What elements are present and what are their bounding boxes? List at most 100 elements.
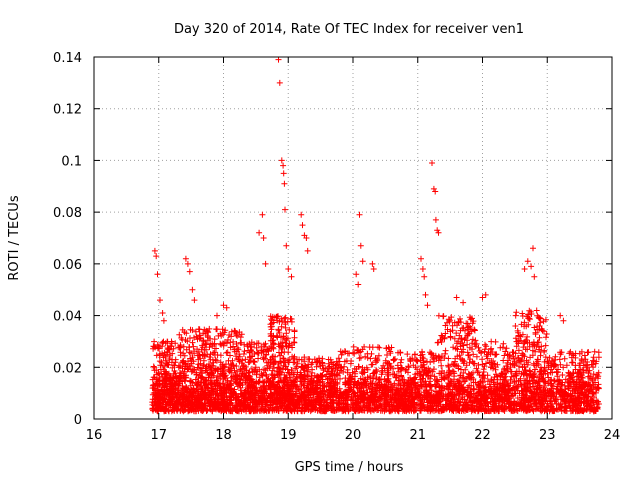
data-point — [258, 343, 265, 350]
data-point — [517, 358, 524, 365]
data-point — [273, 332, 280, 339]
data-point — [469, 407, 476, 413]
data-point — [471, 326, 478, 333]
data-point — [474, 368, 481, 375]
data-point — [455, 365, 462, 372]
data-point — [454, 346, 461, 353]
data-point — [451, 319, 458, 326]
data-point — [267, 313, 274, 320]
data-point — [274, 317, 281, 324]
data-point — [335, 355, 342, 362]
data-point — [168, 338, 175, 345]
data-point — [301, 382, 308, 389]
data-point — [522, 346, 529, 353]
data-point — [372, 394, 379, 401]
data-point — [544, 370, 551, 377]
data-point — [494, 376, 501, 383]
data-point — [466, 374, 473, 381]
data-point — [267, 395, 274, 402]
data-point — [499, 406, 506, 413]
data-point — [298, 364, 305, 371]
data-point — [527, 354, 534, 361]
data-point — [440, 313, 447, 320]
data-point — [168, 376, 175, 382]
data-point — [228, 397, 235, 404]
data-point — [188, 406, 195, 413]
data-point — [500, 383, 507, 390]
data-point — [196, 399, 203, 406]
data-point — [347, 360, 354, 367]
data-point — [195, 356, 202, 363]
data-point — [449, 407, 455, 414]
data-point — [358, 384, 365, 391]
data-point — [289, 344, 296, 351]
data-point — [353, 382, 360, 389]
data-point — [407, 392, 414, 398]
data-point — [402, 367, 409, 374]
data-point — [533, 406, 539, 413]
data-point — [199, 374, 206, 380]
data-point — [217, 401, 224, 408]
data-point — [336, 397, 343, 404]
data-point — [533, 307, 540, 314]
data-point — [503, 345, 510, 352]
data-point — [323, 383, 330, 390]
data-point — [294, 383, 301, 390]
data-point — [280, 362, 287, 369]
data-point — [444, 319, 450, 326]
data-point — [484, 378, 491, 385]
data-point — [186, 349, 193, 356]
data-point — [595, 354, 602, 361]
data-point — [424, 404, 431, 411]
data-point — [417, 352, 424, 359]
data-point — [390, 371, 397, 378]
data-point — [371, 391, 378, 398]
data-point — [236, 407, 243, 414]
data-point — [478, 403, 485, 410]
data-point — [384, 352, 390, 358]
data-point — [305, 364, 312, 371]
data-point — [541, 348, 548, 355]
data-point — [207, 341, 214, 348]
data-point — [336, 385, 343, 392]
data-point — [302, 401, 309, 408]
data-point — [403, 366, 410, 373]
data-point — [330, 361, 337, 368]
data-point — [423, 394, 429, 400]
data-point — [594, 371, 601, 378]
data-point — [345, 386, 352, 393]
data-point — [234, 368, 240, 375]
data-point — [278, 323, 285, 330]
data-point — [265, 375, 272, 382]
data-point — [217, 352, 224, 359]
data-point — [289, 399, 296, 406]
data-point — [221, 403, 228, 410]
data-point — [238, 387, 245, 394]
data-point — [404, 351, 411, 358]
data-point — [367, 392, 374, 399]
data-point — [252, 364, 259, 371]
data-point — [524, 333, 531, 340]
data-point — [537, 319, 544, 326]
data-point — [319, 378, 326, 385]
data-point — [486, 359, 493, 366]
data-point — [590, 371, 597, 378]
data-point — [350, 389, 357, 395]
data-points — [149, 56, 602, 415]
data-point — [463, 375, 470, 382]
data-point — [375, 352, 382, 359]
data-point — [183, 372, 189, 379]
data-point — [355, 407, 361, 414]
data-point — [223, 349, 230, 356]
data-point — [179, 385, 186, 392]
data-point — [159, 339, 166, 346]
data-point — [449, 322, 456, 329]
data-point — [233, 341, 240, 347]
data-point — [275, 371, 282, 378]
data-point — [440, 392, 447, 399]
data-point — [155, 392, 162, 399]
data-point — [405, 376, 412, 383]
data-point — [417, 376, 424, 383]
data-point — [453, 330, 460, 337]
data-point — [175, 399, 182, 406]
